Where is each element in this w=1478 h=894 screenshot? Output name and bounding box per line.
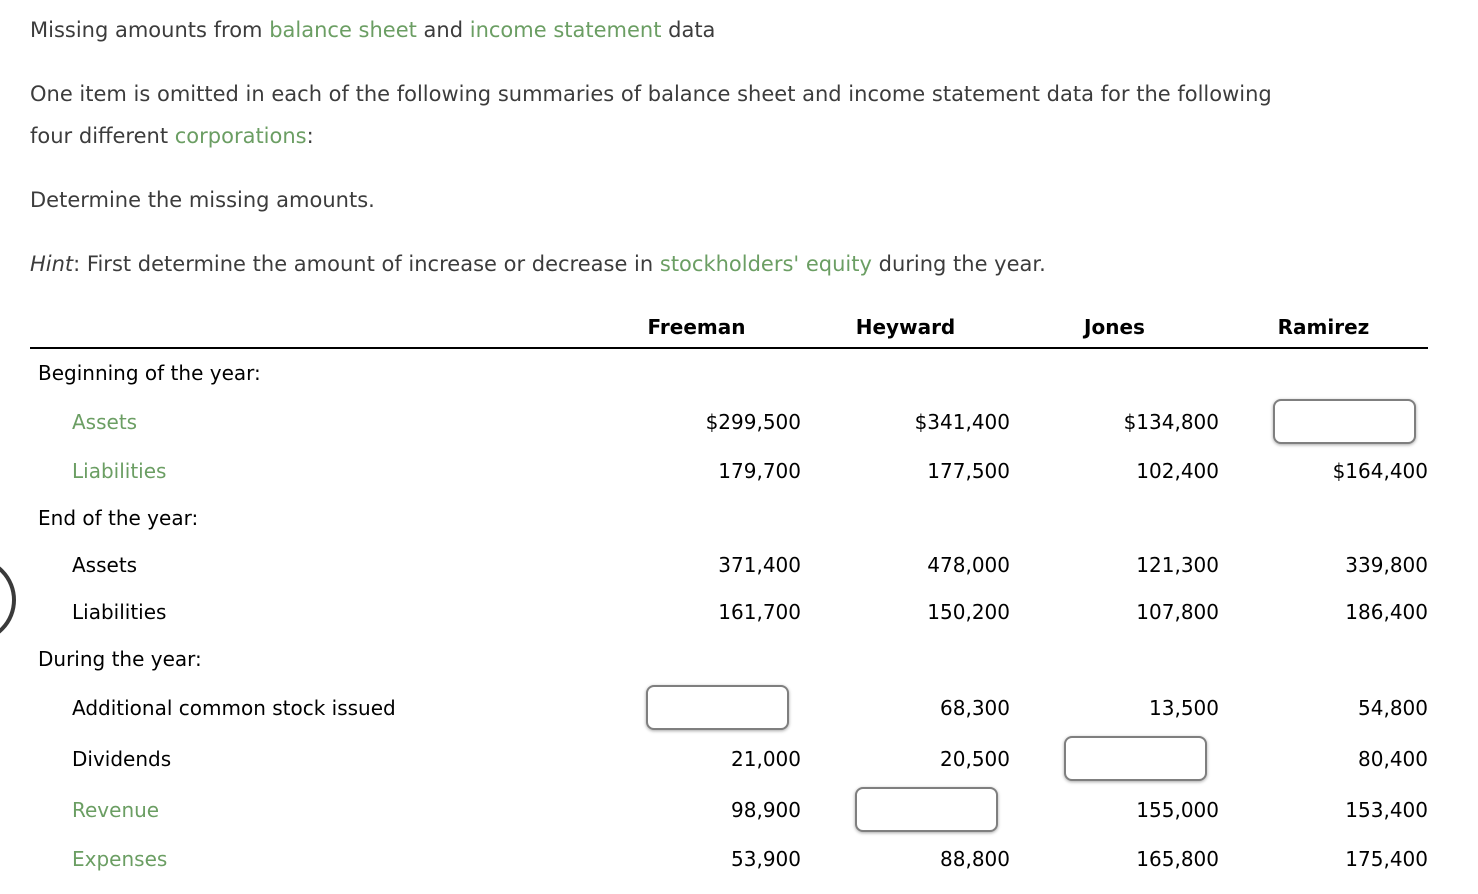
stockholders-equity-link[interactable]: stockholders' equity xyxy=(659,252,872,276)
table-row-dividends: Dividends 21,000 20,500 80,400 xyxy=(30,733,1428,784)
cell-heyward-revenue xyxy=(801,787,1010,832)
cell-freeman-liabilities: 179,700 xyxy=(718,458,801,483)
table-row-revenue: Revenue 98,900 155,000 153,400 xyxy=(30,784,1428,835)
hint-body-text: : First determine the amount of increase… xyxy=(73,252,660,276)
balance-sheet-table: Freeman Heyward Jones Ramirez Beginning of … xyxy=(30,307,1428,882)
hint-label: Hint xyxy=(30,252,74,276)
row-label-beginning-of-the-year: Beginning of the year: xyxy=(38,360,261,385)
cell-ramirez-revenue: 153,400 xyxy=(1345,797,1428,822)
table-header-row: Freeman Heyward Jones Ramirez xyxy=(30,307,1428,349)
cell-freeman-additional-common-stock-issued xyxy=(592,685,801,730)
cell-ramirez-dividends: 80,400 xyxy=(1358,746,1428,771)
balance-sheet-link[interactable]: balance sheet xyxy=(269,18,417,42)
cell-freeman-revenue: 98,900 xyxy=(731,797,801,822)
description-text: : xyxy=(306,124,314,148)
row-label-additional-common-stock-issued: Additional common stock issued xyxy=(72,695,396,720)
table-row-assets: Assets $299,500 $341,400 $134,800 xyxy=(30,396,1428,447)
cell-jones-revenue: 155,000 xyxy=(1136,797,1219,822)
cell-freeman-dividends: 21,000 xyxy=(731,746,801,771)
table-row-liabilities: Liabilities 161,700 150,200 107,800 186,400 xyxy=(30,588,1428,635)
cell-ramirez-liabilities: 186,400 xyxy=(1345,599,1428,624)
cell-jones-additional-common-stock-issued: 13,500 xyxy=(1149,695,1219,720)
row-label-end-of-the-year: End of the year: xyxy=(38,505,199,530)
hint-text: Hint: First determine the amount of incr… xyxy=(30,243,1448,285)
cell-freeman-expenses: 53,900 xyxy=(731,846,801,871)
table-row-end-of-the-year: End of the year: xyxy=(30,494,1428,541)
page-title: Missing amounts from balance sheet and i… xyxy=(30,9,1448,51)
table-row-expenses: Expenses 53,900 88,800 165,800 175,400 xyxy=(30,835,1428,882)
cell-jones-liabilities: 107,800 xyxy=(1136,599,1219,624)
cell-ramirez-assets: 339,800 xyxy=(1345,552,1428,577)
row-label-assets-link[interactable]: Assets xyxy=(72,409,138,434)
description-text: four different xyxy=(30,124,175,148)
cell-ramirez-liabilities: $164,400 xyxy=(1332,458,1428,483)
answer-input-ramirez-assets[interactable] xyxy=(1273,399,1416,444)
row-label-during-the-year: During the year: xyxy=(38,646,202,671)
column-header-freeman: Freeman xyxy=(647,315,746,339)
row-label-liabilities: Liabilities xyxy=(72,599,167,624)
cell-jones-dividends xyxy=(1010,736,1219,781)
table-row-during-the-year: During the year: xyxy=(30,635,1428,682)
cell-jones-liabilities: 102,400 xyxy=(1136,458,1219,483)
table-row-beginning-of-the-year: Beginning of the year: xyxy=(30,349,1428,396)
cell-heyward-assets: 478,000 xyxy=(927,552,1010,577)
cell-freeman-assets: 371,400 xyxy=(718,552,801,577)
description-text: One item is omitted in each of the follo… xyxy=(30,82,1272,106)
row-label-header-spacer xyxy=(30,307,592,347)
cell-ramirez-additional-common-stock-issued: 54,800 xyxy=(1358,695,1428,720)
cell-freeman-liabilities: 161,700 xyxy=(718,599,801,624)
cell-heyward-expenses: 88,800 xyxy=(940,846,1010,871)
cell-heyward-liabilities: 177,500 xyxy=(927,458,1010,483)
answer-input-jones-dividends[interactable] xyxy=(1064,736,1207,781)
cell-heyward-liabilities: 150,200 xyxy=(927,599,1010,624)
column-header-ramirez: Ramirez xyxy=(1277,315,1370,339)
answer-input-heyward-revenue[interactable] xyxy=(855,787,998,832)
cell-heyward-additional-common-stock-issued: 68,300 xyxy=(940,695,1010,720)
hint-body-text: during the year. xyxy=(871,252,1046,276)
column-header-heyward: Heyward xyxy=(855,315,956,339)
cell-jones-expenses: 165,800 xyxy=(1136,846,1219,871)
cell-ramirez-assets xyxy=(1219,399,1428,444)
answer-input-freeman-additional-common-stock-issued[interactable] xyxy=(646,685,789,730)
problem-description: One item is omitted in each of the follo… xyxy=(30,73,1448,157)
column-header-jones: Jones xyxy=(1084,315,1145,339)
row-label-dividends: Dividends xyxy=(72,746,172,771)
cell-heyward-assets: $341,400 xyxy=(914,409,1010,434)
cell-jones-assets: $134,800 xyxy=(1123,409,1219,434)
table-row-additional-common-stock-issued: Additional common stock issued 68,300 13,5… xyxy=(30,682,1428,733)
table-row-assets: Assets 371,400 478,000 121,300 339,800 xyxy=(30,541,1428,588)
table-row-liabilities: Liabilities 179,700 177,500 102,400 $164,400 xyxy=(30,447,1428,494)
row-label-expenses-link[interactable]: Expenses xyxy=(72,846,168,871)
title-text: Missing amounts from xyxy=(30,18,270,42)
table-body: Beginning of the year: Assets $299,500 $341… xyxy=(30,349,1428,882)
instruction-text: Determine the missing amounts. xyxy=(30,188,375,212)
row-label-liabilities-link[interactable]: Liabilities xyxy=(72,458,167,483)
title-text: data xyxy=(661,18,716,42)
cell-ramirez-expenses: 175,400 xyxy=(1345,846,1428,871)
cell-freeman-assets: $299,500 xyxy=(705,409,801,434)
row-label-assets: Assets xyxy=(72,552,138,577)
corporations-link[interactable]: corporations xyxy=(174,124,307,148)
row-label-revenue-link[interactable]: Revenue xyxy=(72,797,160,822)
income-statement-link[interactable]: income statement xyxy=(469,18,662,42)
cell-heyward-dividends: 20,500 xyxy=(940,746,1010,771)
title-text: and xyxy=(416,18,470,42)
cell-jones-assets: 121,300 xyxy=(1136,552,1219,577)
